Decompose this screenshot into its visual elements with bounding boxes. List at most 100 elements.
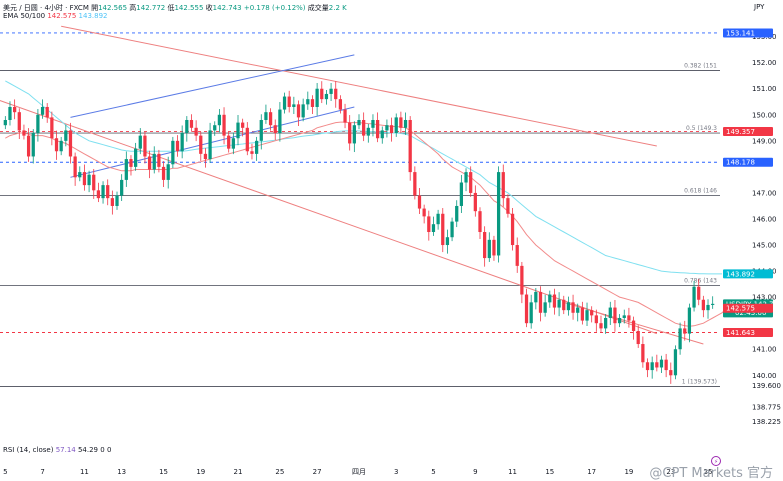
candle (203, 148, 208, 168)
candle-body (45, 106, 49, 118)
candle (678, 322, 682, 355)
time-tick-label: 3 (394, 468, 398, 476)
candle-body (441, 213, 445, 246)
candle (348, 115, 352, 151)
candle (273, 119, 277, 141)
price-tick-label: 149.00 (752, 137, 777, 145)
candle (701, 295, 705, 318)
candle-body (138, 135, 142, 149)
candle (608, 301, 612, 326)
time-tick-label: 21 (234, 468, 243, 476)
candle-body (78, 172, 82, 178)
candle-body (622, 315, 626, 318)
candle (259, 114, 263, 150)
candle (133, 142, 138, 171)
price-tag: 148.178 (723, 157, 773, 167)
time-tick-label: 四月 (352, 468, 366, 476)
candle-body (394, 117, 398, 134)
candle-body (385, 125, 389, 131)
candle-body (217, 114, 222, 126)
candle (650, 356, 654, 379)
candle (171, 136, 175, 169)
candle-body (120, 179, 124, 196)
candle (706, 299, 710, 319)
price-tag-box (723, 127, 773, 137)
chart-header: 美元 / 日圆 · 4小时 · FXCM 開142.565 高142.772 低… (3, 3, 347, 13)
rsi-legend[interactable]: RSI (14, close) 57.14 54.29 0 0 (3, 446, 111, 454)
candle (40, 99, 45, 119)
candle (175, 135, 180, 157)
candle (529, 294, 533, 329)
candle-body (3, 119, 7, 126)
candle (520, 261, 524, 304)
candle-body (590, 310, 594, 316)
candle-body (571, 302, 575, 313)
candle-body (408, 119, 412, 173)
candle-body (459, 182, 464, 206)
candle-body (343, 109, 347, 123)
candle (268, 108, 273, 131)
candle-body (673, 349, 678, 376)
candle-body (334, 88, 338, 100)
candle-body (520, 265, 524, 295)
time-tick-label: 11 (508, 468, 517, 476)
candle (697, 279, 701, 306)
candle (576, 303, 580, 322)
candle-body (166, 164, 170, 180)
rsi-value: 57.14 (55, 446, 76, 454)
candle (138, 128, 142, 155)
candle (78, 166, 82, 182)
candle (408, 116, 412, 181)
candle-body (213, 125, 217, 131)
candle-body (608, 307, 612, 318)
candle (157, 149, 161, 173)
candle (692, 280, 696, 312)
candle-body (566, 302, 571, 311)
alert-icon[interactable]: ⚡ (711, 456, 721, 466)
ema-legend[interactable]: EMA 50/100 142.575 143.892 (3, 12, 107, 20)
candle (264, 104, 268, 124)
candle (254, 136, 259, 161)
candle (236, 115, 240, 146)
candle (636, 325, 640, 348)
candle-body (524, 294, 529, 324)
candle (687, 303, 692, 343)
candle-body (529, 302, 533, 324)
price-tick-label: 141.00 (752, 346, 777, 354)
candle-body (82, 172, 87, 186)
lower-trend-line (0, 100, 657, 335)
candle (645, 358, 650, 378)
candle-body (636, 331, 640, 345)
candle-body (538, 291, 543, 313)
candle (669, 362, 673, 384)
price-tick-label: 139.600 (752, 382, 781, 390)
candle-body (678, 328, 682, 350)
candle-body (306, 99, 310, 105)
upper-trend-line (61, 25, 657, 147)
candle-body (375, 119, 380, 139)
candle (334, 81, 338, 108)
time-tick-label: 7 (40, 468, 44, 476)
price-tick-label: 151.00 (752, 85, 777, 93)
fib-label: 0.618 (146 (684, 188, 717, 195)
candle (413, 166, 417, 200)
candle (524, 288, 529, 328)
candle-body (506, 198, 510, 214)
close-value: 142.743 (212, 4, 242, 12)
candle (292, 96, 296, 115)
candle (129, 155, 133, 176)
candle-body (338, 99, 343, 110)
candle-body (664, 359, 668, 371)
candle (26, 128, 31, 162)
candle-body (687, 307, 692, 334)
candle-body (189, 119, 194, 128)
candle-body (478, 211, 482, 233)
ema50-line (5, 121, 727, 327)
candle-body (203, 153, 208, 160)
candle (552, 288, 557, 315)
price-tag: 141.643 (723, 327, 773, 337)
price-tag-label: 143.892 (726, 270, 755, 278)
price-tick-label: 146.00 (752, 215, 777, 223)
candle-body (129, 159, 133, 167)
